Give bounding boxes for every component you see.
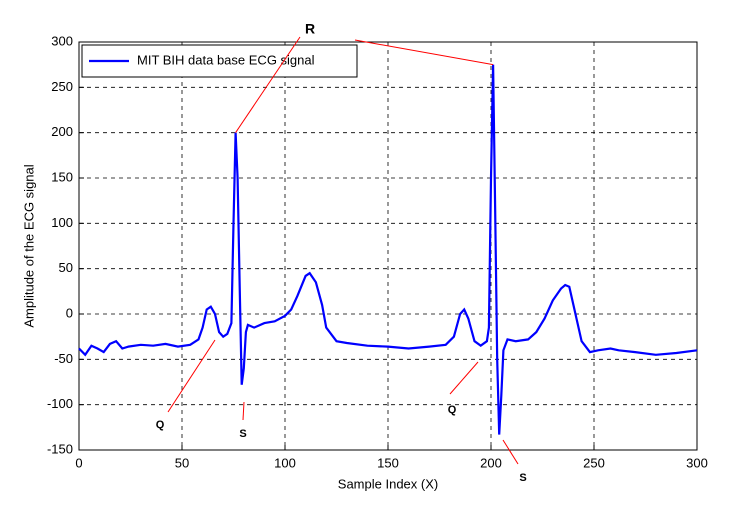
plot-frame <box>78 41 698 451</box>
y-tick-label: 0 <box>66 305 73 320</box>
annotation-line <box>502 439 519 465</box>
line-series <box>78 64 698 435</box>
annotation-line <box>354 39 494 66</box>
x-tick-label: 100 <box>274 455 296 470</box>
y-tick-label: -100 <box>47 396 73 411</box>
x-tick-label: 0 <box>75 455 82 470</box>
annotation: R <box>305 21 315 37</box>
y-tick-label: 100 <box>51 215 73 230</box>
annotation: S <box>519 472 526 484</box>
x-tick-label: 250 <box>583 455 605 470</box>
y-tick-label: 250 <box>51 79 73 94</box>
x-tick-label: 200 <box>480 455 502 470</box>
x-tick-label: 50 <box>175 455 189 470</box>
y-tick-label: 300 <box>51 33 73 48</box>
annotation-line <box>167 339 216 413</box>
annotation-line <box>235 36 301 133</box>
x-tick-label: 300 <box>686 455 708 470</box>
annotation: Q <box>156 419 165 431</box>
x-tick-label: 150 <box>377 455 399 470</box>
y-tick-label: 50 <box>59 260 73 275</box>
y-tick-label: -50 <box>54 351 73 366</box>
y-tick-label: 200 <box>51 124 73 139</box>
x-axis-label: Sample Index (X) <box>338 476 438 491</box>
legend-label: MIT BIH data base ECG signal <box>137 52 315 67</box>
y-tick-label: 150 <box>51 169 73 184</box>
annotation-line <box>242 401 245 421</box>
y-axis-label: Amplitude of the ECG signal <box>21 164 36 327</box>
y-tick-label: -150 <box>47 441 73 456</box>
annotation-line <box>449 361 479 395</box>
annotation: S <box>239 428 246 440</box>
annotation: Q <box>448 404 457 416</box>
